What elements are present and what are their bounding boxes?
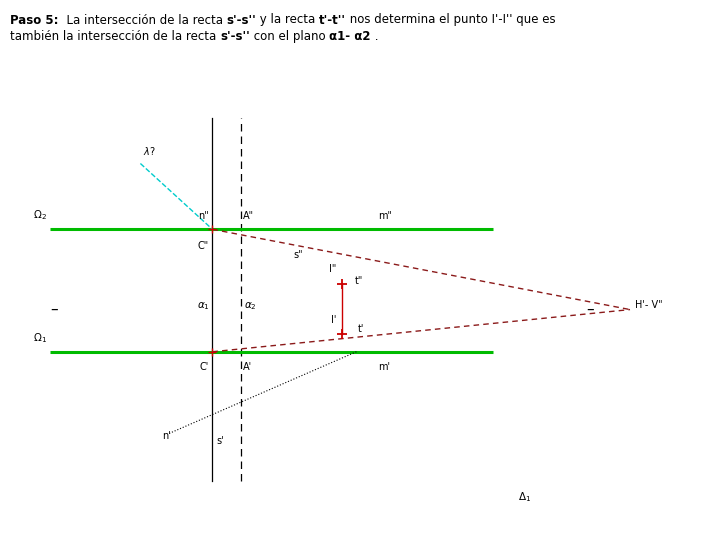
Text: I": I" (329, 264, 336, 274)
Text: –: – (50, 302, 58, 317)
Text: C': C' (199, 362, 209, 372)
Text: s': s' (216, 436, 224, 446)
Text: A": A" (243, 211, 254, 221)
Text: $\lambda$?: $\lambda$? (143, 145, 156, 157)
Text: s'-s'': s'-s'' (226, 14, 256, 26)
Text: nos determina el punto I'-I'' que es: nos determina el punto I'-I'' que es (346, 14, 556, 26)
Text: con el plano: con el plano (250, 30, 329, 43)
Text: n': n' (163, 431, 171, 441)
Text: t': t' (358, 324, 364, 334)
Text: $\Omega_2$: $\Omega_2$ (33, 208, 47, 222)
Text: y la recta: y la recta (256, 14, 319, 26)
Text: α1- α2: α1- α2 (329, 30, 371, 43)
Text: .: . (371, 30, 378, 43)
Text: t'-t'': t'-t'' (319, 14, 346, 26)
Text: H'- V": H'- V" (635, 300, 662, 310)
Text: m": m" (378, 211, 392, 221)
Text: también la intersección de la recta: también la intersección de la recta (10, 30, 220, 43)
Text: s'-s'': s'-s'' (220, 30, 250, 43)
Text: m': m' (378, 362, 390, 372)
Text: $\alpha_1$: $\alpha_1$ (197, 300, 210, 312)
Text: La intersección de la recta: La intersección de la recta (58, 14, 226, 26)
Text: t": t" (355, 276, 364, 286)
Text: Paso 5:: Paso 5: (10, 14, 58, 26)
Text: n": n" (198, 211, 209, 221)
Text: A': A' (243, 362, 253, 372)
Text: –: – (587, 302, 594, 317)
Text: s": s" (294, 249, 303, 260)
Text: I': I' (331, 314, 336, 325)
Text: $\Delta_1$: $\Delta_1$ (518, 490, 531, 504)
Text: C": C" (197, 241, 209, 251)
Text: $\alpha_2$: $\alpha_2$ (244, 300, 257, 312)
Text: $\Omega_1$: $\Omega_1$ (33, 331, 47, 345)
